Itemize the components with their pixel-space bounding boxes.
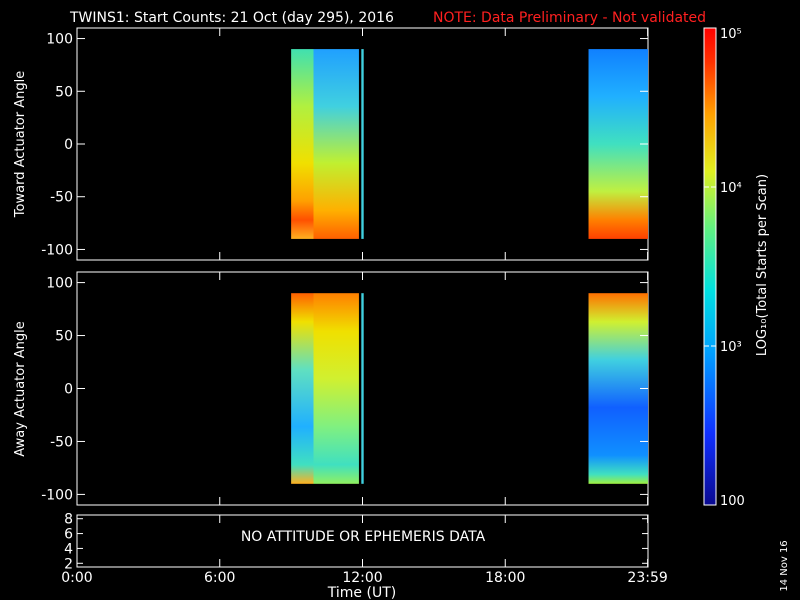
top-ytick-label: 0 bbox=[64, 137, 73, 153]
bottom-ytick-label: 8 bbox=[64, 512, 73, 528]
top-block-late bbox=[588, 49, 648, 239]
xaxis-label: Time (UT) bbox=[327, 585, 396, 600]
colorbar-label: LOG₁₀(Total Starts per Scan) bbox=[755, 174, 770, 356]
top-ytick-label: 50 bbox=[55, 84, 73, 100]
mid-block-late bbox=[588, 293, 648, 484]
mid-block-early-b bbox=[313, 293, 359, 484]
bottom-ytick-label: 2 bbox=[64, 556, 73, 572]
xtick-label: 12:00 bbox=[342, 570, 382, 586]
xtick-label: 6:00 bbox=[204, 570, 235, 586]
xtick-label: 0:00 bbox=[61, 570, 92, 586]
middle-heatmap bbox=[291, 293, 648, 484]
bottom-ytick-label: 4 bbox=[64, 541, 73, 557]
top-ylabel: Toward Actuator Angle bbox=[13, 71, 28, 218]
colorbar-tick-label: 10⁴ bbox=[720, 181, 742, 196]
x-axis: 0:00 6:00 12:00 18:00 23:59 bbox=[61, 28, 668, 586]
colorbar-tick-label: 10⁵ bbox=[720, 27, 742, 42]
top-ytick-label: -50 bbox=[50, 190, 73, 206]
xtick-label: 23:59 bbox=[627, 570, 667, 586]
top-block-thin bbox=[361, 49, 364, 239]
colorbar-ticks: 10⁵ 10⁴ 10³ 100 bbox=[704, 27, 745, 509]
middle-ylabel: Away Actuator Angle bbox=[13, 321, 28, 456]
date-stamp: 14 Nov 16 bbox=[779, 540, 790, 591]
top-yaxis: 100 50 0 -50 -100 bbox=[41, 32, 648, 258]
colorbar bbox=[703, 27, 717, 506]
chart-title: TWINS1: Start Counts: 21 Oct (day 295), … bbox=[69, 10, 394, 26]
top-block-early-b bbox=[313, 49, 359, 239]
mid-ytick-label: 50 bbox=[55, 329, 73, 345]
top-block-early-a bbox=[291, 49, 314, 239]
preliminary-note: NOTE: Data Preliminary - Not validated bbox=[433, 10, 706, 26]
top-heatmap bbox=[291, 49, 648, 239]
xtick-label: 18:00 bbox=[485, 570, 525, 586]
mid-ytick-label: 0 bbox=[64, 382, 73, 398]
mid-ytick-label: -50 bbox=[50, 434, 73, 450]
colorbar-tick-label: 100 bbox=[720, 494, 745, 509]
mid-ytick-label: 100 bbox=[46, 276, 73, 292]
mid-ytick-label: -100 bbox=[41, 487, 73, 503]
middle-yaxis: 100 50 0 -50 -100 bbox=[41, 276, 648, 503]
top-ytick-label: 100 bbox=[46, 32, 73, 48]
mid-block-early-a bbox=[291, 293, 314, 484]
mid-block-thin bbox=[361, 293, 364, 484]
no-data-message: NO ATTITUDE OR EPHEMERIS DATA bbox=[241, 529, 486, 545]
bottom-ytick-label: 6 bbox=[64, 527, 73, 543]
colorbar-tick-label: 10³ bbox=[720, 340, 742, 355]
top-ytick-label: -100 bbox=[41, 242, 73, 258]
